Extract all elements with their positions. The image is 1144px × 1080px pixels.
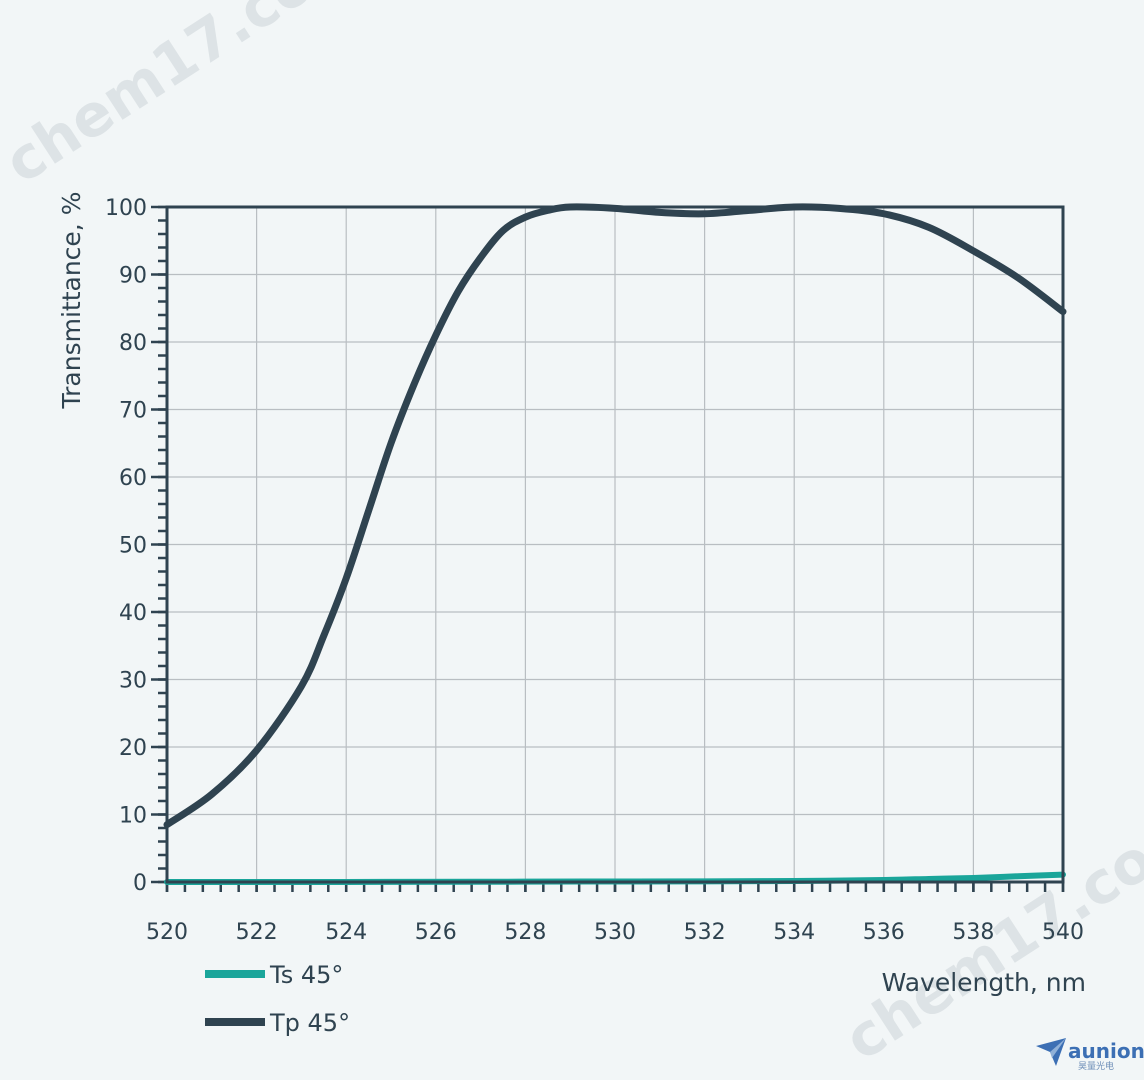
y-tick-label: 90: [119, 264, 147, 289]
y-tick-label: 70: [119, 399, 147, 424]
plot-frame: [165, 205, 1065, 884]
y-tick-label: 10: [119, 804, 147, 829]
logo-name: aunion: [1068, 1039, 1144, 1063]
y-tick-label: 30: [119, 669, 147, 694]
x-tick-label: 540: [1042, 920, 1084, 945]
x-axis-label: Wavelength, nm: [882, 968, 1086, 997]
x-tick-label: 522: [236, 920, 278, 945]
x-tick-label: 536: [863, 920, 905, 945]
logo-subtitle: 昊量光电: [1078, 1060, 1114, 1072]
legend: Ts 45° Tp 45°: [205, 961, 350, 1037]
x-tick-label: 538: [952, 920, 994, 945]
x-tick-label: 520: [146, 920, 188, 945]
series-line-tp: [163, 203, 1067, 829]
x-tick-label: 528: [504, 920, 546, 945]
paper-plane-fold: [1050, 1038, 1066, 1058]
y-tick-label: 50: [119, 534, 147, 559]
y-tick-label: 0: [133, 871, 147, 896]
y-tick-label: 80: [119, 331, 147, 356]
legend-label-tp: Tp 45°: [269, 1009, 350, 1037]
x-tick-label: 532: [684, 920, 726, 945]
x-tick-label: 524: [325, 920, 367, 945]
y-tick-label: 20: [119, 736, 147, 761]
y-tick-labels: 0 10 20 30 40 50 60 70 80 90 100: [105, 196, 147, 896]
y-tick-label: 40: [119, 601, 147, 626]
x-tick-label: 526: [415, 920, 457, 945]
minor-ticks: [158, 205, 1065, 892]
x-tick-label: 534: [773, 920, 815, 945]
y-tick-label: 60: [119, 466, 147, 491]
y-axis-label: Transmittance, %: [57, 192, 86, 410]
legend-label-ts: Ts 45°: [269, 961, 343, 989]
x-tick-labels: 520 522 524 526 528 530 532 534 536 538 540: [146, 920, 1084, 945]
watermark-top: chem17.com: [0, 0, 376, 197]
x-tick-label: 530: [594, 920, 636, 945]
y-tick-label: 100: [105, 196, 147, 221]
grid: [167, 207, 1063, 882]
logo: aunion 昊量光电: [1036, 1038, 1144, 1072]
major-ticks: [151, 205, 1065, 892]
